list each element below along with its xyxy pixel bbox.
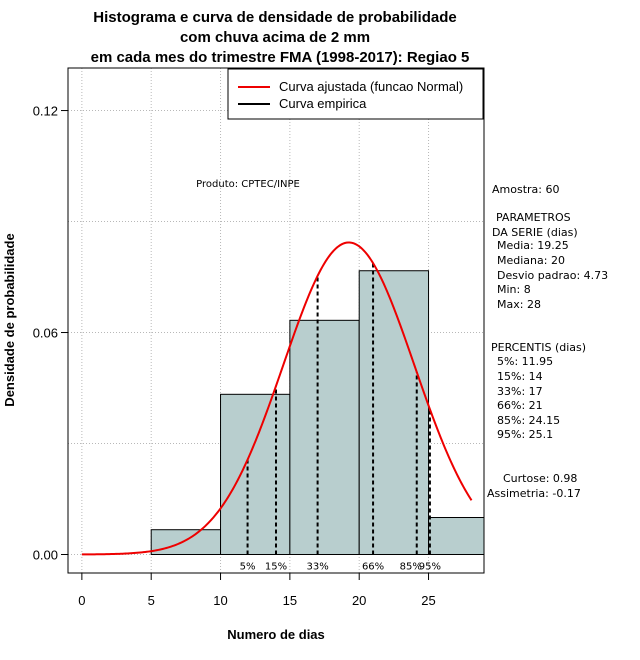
x-tick-label: 0 — [78, 593, 85, 608]
percentile-66: 66%: 21 — [497, 399, 543, 412]
x-axis-title: Numero de dias — [227, 627, 325, 642]
histogram-bar — [428, 517, 485, 556]
histogram-bar — [358, 270, 430, 556]
chart-title-line-3: em cada mes do trimestre FMA (1998-2017)… — [91, 49, 470, 66]
percentile-lines: 5% 15% 33% 66% 85%95% — [240, 263, 441, 573]
x-tick-label: 15 — [283, 593, 297, 608]
percentile-15: 15%: 14 — [497, 370, 543, 383]
stat-min: Min: 8 — [497, 283, 531, 296]
percentile-95: 95%: 25.1 — [497, 428, 553, 441]
x-tick-label: 5 — [148, 593, 155, 608]
normal-curve — [81, 241, 473, 556]
y-tick-label: 0.06 — [33, 326, 58, 341]
percentile-line-label: 95% — [419, 562, 441, 573]
percentile-85: 85%: 24.15 — [497, 414, 560, 427]
chart-title-line-2: com chuva acima de 2 mm — [180, 29, 370, 46]
statistics-panel: Amostra: 60 PARAMETROS DA SERIE (dias) M… — [487, 183, 608, 500]
normal-curve-layer — [81, 241, 473, 556]
legend: Curva ajustada (funcao Normal) Curva emp… — [227, 68, 484, 120]
plot-frame — [67, 67, 485, 574]
sample-size: Amostra: 60 — [492, 183, 559, 196]
percentiles-title: PERCENTIS (dias) — [491, 341, 586, 354]
percentile-line-label: 85% — [400, 562, 422, 573]
y-tick-label: 0.12 — [33, 104, 58, 119]
y-tick-label: 0.00 — [33, 548, 58, 563]
stat-max: Max: 28 — [497, 298, 541, 311]
legend-label-normal: Curva ajustada (funcao Normal) — [279, 79, 463, 94]
x-tick-label: 20 — [352, 593, 366, 608]
product-annotation: Produto: CPTEC/INPE — [196, 179, 300, 190]
stat-skewness: Assimetria: -0.17 — [487, 487, 581, 500]
y-axis-title: Densidade de probabilidade — [2, 233, 17, 406]
percentile-33: 33%: 17 — [497, 385, 543, 398]
percentile-line-label: 15% — [265, 562, 287, 573]
histogram-bar — [220, 393, 291, 556]
histogram-bar — [150, 529, 222, 556]
params-title-2: DA SERIE (dias) — [492, 226, 578, 239]
stat-kurtosis: Curtose: 0.98 — [503, 472, 577, 485]
x-tick-label: 10 — [213, 593, 227, 608]
percentile-line-label: 66% — [362, 562, 384, 573]
histogram-bar — [289, 319, 360, 556]
x-tick-label: 25 — [421, 593, 435, 608]
stat-median: Mediana: 20 — [497, 254, 565, 267]
chart-title-line-1: Histograma e curva de densidade de proba… — [93, 9, 456, 26]
legend-label-empirical: Curva empirica — [279, 96, 367, 111]
params-title-1: PARAMETROS — [496, 211, 571, 224]
percentile-5: 5%: 11.95 — [497, 355, 553, 368]
percentile-line-label: 33% — [306, 562, 328, 573]
stat-mean: Media: 19.25 — [497, 239, 569, 252]
legend-box — [227, 68, 484, 120]
percentile-line-label: 5% — [240, 562, 256, 573]
stat-stddev: Desvio padrao: 4.73 — [497, 269, 608, 282]
